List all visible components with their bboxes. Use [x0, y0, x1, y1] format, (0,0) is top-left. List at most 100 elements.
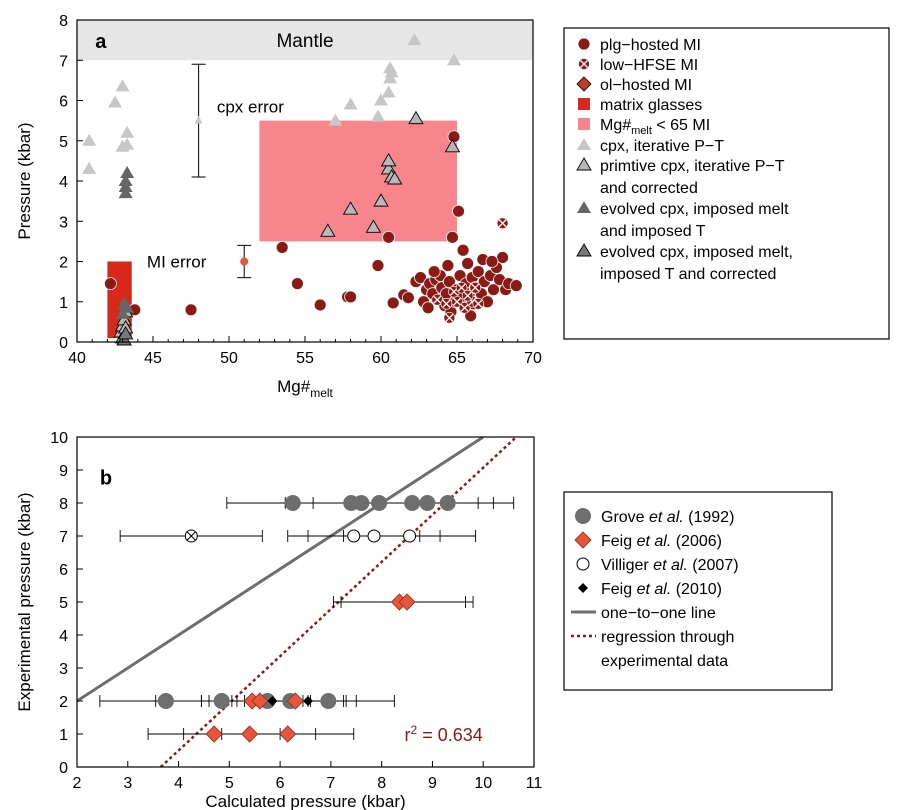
mantle-band [77, 20, 533, 61]
x-tick-label: 4 [174, 775, 183, 792]
data-point [275, 241, 289, 254]
data-point [374, 93, 388, 106]
data-point [118, 174, 133, 186]
legend-a-label-line2: and imposed T [600, 223, 706, 240]
marker-cross [463, 291, 472, 300]
data-point [440, 297, 453, 310]
legend-a-label: evolved cpx, imposed melt [600, 201, 789, 218]
legend-a-label: cpx, iterative P−T [600, 138, 724, 155]
panel-letter-b: b [100, 468, 112, 490]
data-point [104, 277, 117, 291]
data-point [343, 97, 358, 110]
legend-b-label: Feig et al. (2006) [601, 533, 722, 550]
data-point [421, 301, 435, 315]
data-point [414, 271, 427, 285]
data-point [108, 95, 122, 108]
data-point [386, 171, 403, 185]
legend-a-label: low−HFSE MI [600, 57, 698, 74]
y-tick-label: 3 [59, 661, 68, 678]
y-tick-label: 8 [59, 13, 68, 30]
data-point [386, 296, 400, 310]
data-point [382, 230, 396, 244]
legend-a-label-line2: imposed T and corrected [600, 266, 776, 283]
data-point [344, 290, 358, 304]
x-axis-label: Mg#melt [277, 377, 333, 400]
data-point [82, 133, 97, 146]
x-tick-label: 45 [144, 350, 162, 367]
data-point [398, 593, 416, 611]
x-tick-label: 2 [73, 775, 82, 792]
mi-error-marker [240, 257, 249, 266]
x-tick-label: 40 [68, 350, 86, 367]
data-point [328, 113, 343, 126]
legend-a-marker [577, 201, 591, 213]
data-point [286, 692, 304, 710]
data-point [461, 289, 474, 302]
y-tick-label: 0 [59, 335, 68, 352]
data-point [509, 279, 523, 293]
data-point [401, 291, 415, 305]
x-tick-label: 8 [377, 775, 386, 792]
data-point [320, 223, 336, 237]
y-tick-label: 10 [50, 430, 68, 447]
marker-cross [498, 219, 507, 228]
data-point [452, 204, 465, 218]
legend-a-frame [563, 27, 890, 340]
data-point [407, 33, 422, 46]
y-tick-label: 7 [59, 53, 68, 70]
legend-a-marker [576, 243, 592, 257]
data-point [184, 529, 198, 543]
legend-a: plg−hosted MI low−HFSE MI ol−hosted MI matr… [563, 27, 890, 340]
y-tick-label: 3 [59, 214, 68, 231]
marker-cross [186, 531, 196, 541]
data-point [290, 277, 304, 291]
marker-cross [457, 283, 466, 292]
data-point [118, 186, 133, 199]
legend-a-marker [578, 98, 590, 110]
data-point [370, 109, 385, 122]
panel-b: b r2 = 0.634 2 3 4 5 6 7 8 9 10 11 0 1 2 3 4 5 6 7 8 9 10 Calcu… [15, 430, 542, 810]
data-point [403, 529, 417, 543]
data-point [439, 495, 456, 511]
x-tick-label: 10 [474, 775, 492, 792]
marker-cross [471, 283, 480, 292]
data-point [118, 180, 133, 193]
legend-b-label: Grove et al. (1992) [601, 509, 734, 526]
data-point [117, 326, 134, 340]
data-point [383, 61, 398, 74]
data-point [120, 125, 135, 138]
y-tick-label: 1 [59, 295, 68, 312]
data-point [496, 217, 509, 230]
data-point [461, 257, 475, 270]
y-tick-label: 6 [59, 94, 68, 111]
data-point [303, 696, 314, 706]
data-point [115, 79, 130, 92]
x-tick-label: 55 [296, 350, 314, 367]
data-point [184, 303, 198, 317]
legend-a-label: evolved cpx, imposed melt, [600, 244, 793, 261]
data-point [446, 230, 459, 244]
x-tick-label: 50 [220, 350, 238, 367]
legend-b-label: one−to−one line [601, 605, 716, 622]
data-point [464, 309, 478, 323]
data-point [451, 295, 463, 308]
legend-a-label-line2: and corrected [600, 180, 698, 197]
x-tick-label: 3 [123, 775, 132, 792]
data-point [485, 255, 499, 268]
data-point [471, 265, 485, 278]
data-point [213, 693, 230, 709]
y-tick-label: 9 [59, 463, 68, 480]
legend-a-label: plg−hosted MI [600, 37, 701, 54]
data-point [431, 293, 444, 306]
data-point [365, 219, 382, 233]
data-point [371, 495, 388, 511]
data-point [441, 259, 455, 272]
data-point [408, 110, 424, 125]
data-point [442, 275, 456, 289]
legend-a-label: ol−hosted MI [600, 77, 692, 94]
legend-b-label: Feig et al. (2010) [601, 581, 722, 598]
data-point [320, 693, 337, 709]
x-tick-label: 9 [428, 775, 437, 792]
data-point [367, 529, 381, 543]
